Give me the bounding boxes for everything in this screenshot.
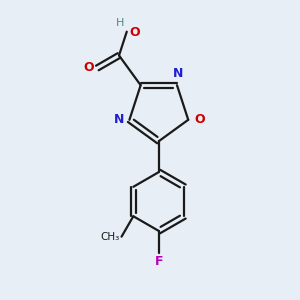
Text: N: N	[114, 113, 124, 126]
Text: CH₃: CH₃	[100, 232, 119, 242]
Text: N: N	[173, 67, 184, 80]
Text: F: F	[154, 255, 163, 268]
Text: H: H	[116, 18, 124, 28]
Text: O: O	[129, 26, 140, 39]
Text: O: O	[83, 61, 94, 74]
Text: O: O	[195, 113, 205, 126]
